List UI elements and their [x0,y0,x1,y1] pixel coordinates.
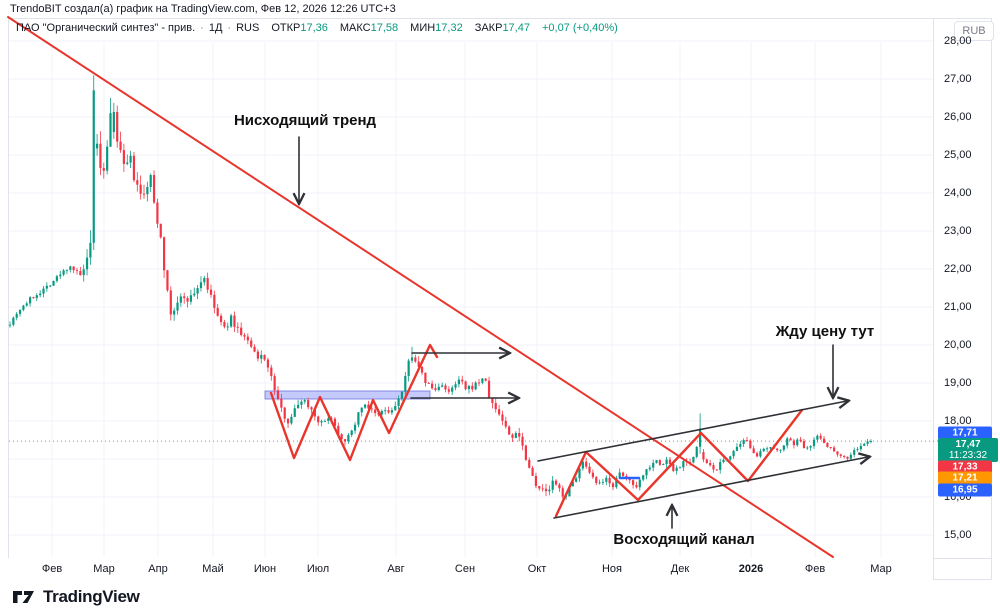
time-tick: Авг [387,563,405,575]
time-tick: Окт [527,563,547,575]
symbol-title[interactable]: ПАО "Органический синтез" - прив. [16,22,196,34]
time-tick: Мар [93,563,115,575]
price-axis[interactable]: 28,00 27,00 26,00 25,00 24,00 23,00 22,00 21,00… [933,18,1000,558]
annotation-downtrend: Нисходящий тренд [233,112,377,129]
close-label: ЗАКР [474,22,503,34]
price-tick: 22,00 [944,263,972,275]
time-tick: Апр [148,563,168,575]
time-tick: Мар [870,563,892,575]
open-label: ОТКР [271,22,301,34]
close-value: 17,47 [502,22,530,34]
time-tick: Фев [41,563,63,575]
price-badge: 17,47 11:23:32 [938,438,998,462]
price-tick: 15,00 [944,529,972,541]
open-value: 17,36 [300,22,328,34]
annotation-wait-price: Жду цену тут [775,323,875,340]
price-tick: 28,00 [944,35,972,47]
time-tick: Июн [253,563,277,575]
time-tick: Фев [804,563,826,575]
candles [8,75,873,500]
price-tick: 19,00 [944,377,972,389]
price-tick: 24,00 [944,187,972,199]
price-tick: 27,00 [944,73,972,85]
price-tick: 25,00 [944,149,972,161]
currency-button[interactable]: RUB [954,21,994,41]
tradingview-footer[interactable]: TradingView [12,587,140,607]
time-tick: Ноя [601,563,623,575]
symbol-legend: ПАО "Органический синтез" - прив. · 1Д · RUS… [16,22,618,34]
support-zone [264,390,431,400]
legend-separator: · [200,22,204,34]
tradingview-brand-text: TradingView [43,587,140,606]
time-tick: Сен [454,563,476,575]
time-tick: Дек [670,563,690,575]
time-axis[interactable]: Фев Мар Апр Май Июн Июл Авг Сен Окт Ноя Дек 2026 Фев… [8,558,933,580]
tradingview-logo-icon [13,591,34,603]
exchange-value[interactable]: RUS [236,22,260,34]
time-tick: Май [202,563,224,575]
grid-lines [9,40,933,557]
low-value: 17,32 [435,22,463,34]
interval-value[interactable]: 1Д [208,22,223,34]
price-tick: 21,00 [944,301,972,313]
attribution-text: TrendoBIT создал(а) график на TradingVie… [10,3,396,15]
high-label: МАКС [339,22,371,34]
time-tick: Июл [306,563,330,575]
change-value: +0,07 (+0,40%) [541,22,618,34]
trend-drawings [7,16,868,558]
high-value: 17,58 [370,22,399,34]
price-tick: 23,00 [944,225,972,237]
low-label: МИН [410,22,436,34]
price-axis-separator [933,18,934,580]
price-badge: 17,71 [938,426,992,440]
chart-frame [8,18,992,580]
price-badge: 17,21 [938,471,992,485]
price-tick: 20,00 [944,339,972,351]
annotation-ascending-channel: Восходящий канал [613,531,755,548]
price-badge: 16,95 [938,483,992,497]
price-tick: 18,00 [944,415,972,427]
time-tick: 2026 [738,563,764,575]
price-tick: 26,00 [944,111,972,123]
price-badge: 17,33 [938,460,992,474]
legend-separator: · [227,22,232,34]
